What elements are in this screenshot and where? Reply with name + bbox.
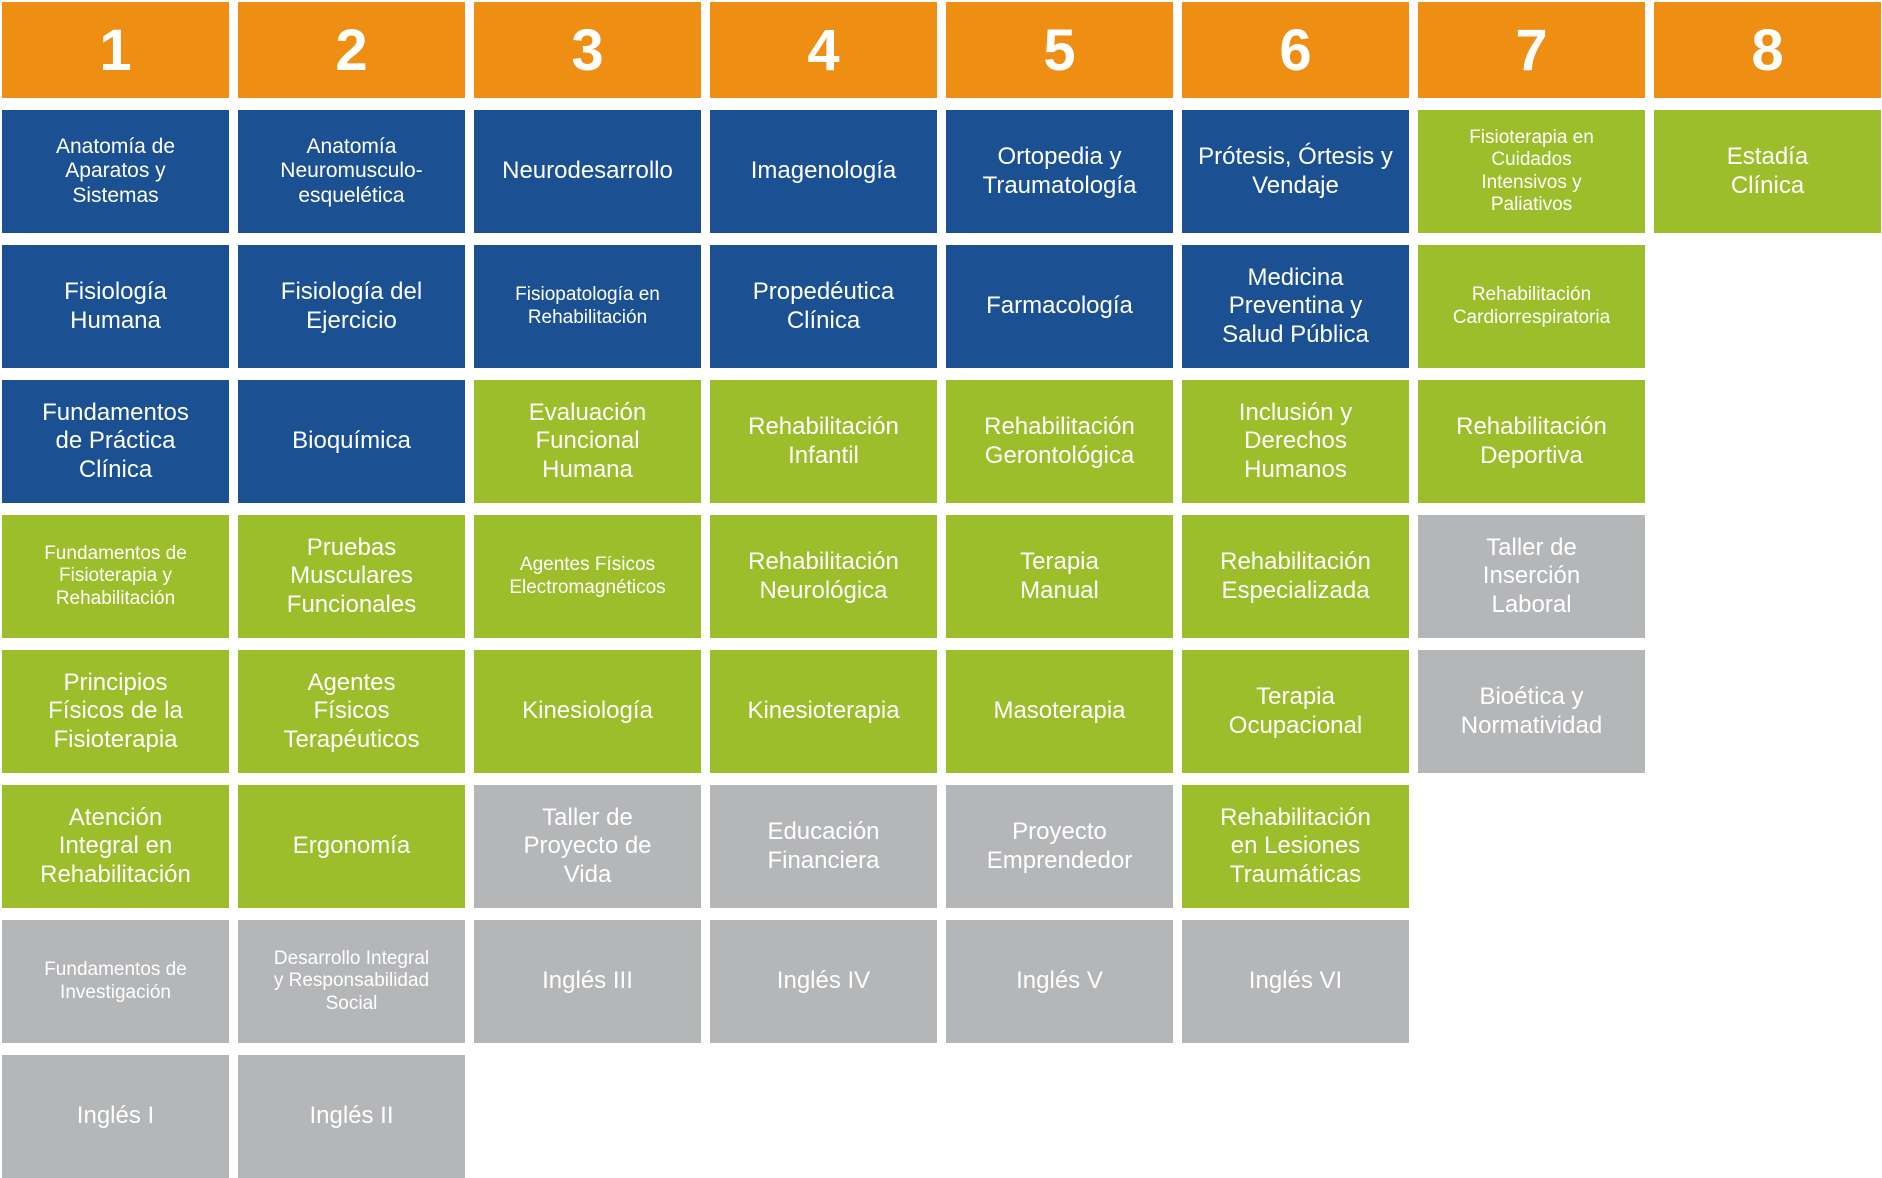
- semester-column-8: 8 Estadía Clínica: [1654, 2, 1881, 1178]
- semester-column-7: 7 Fisioterapia en Cuidados Intensivos y …: [1418, 2, 1645, 1178]
- course-cell: Prótesis, Órtesis y Vendaje: [1182, 110, 1409, 233]
- semester-column-3: 3 Neurodesarrollo Fisiopatología en Reha…: [474, 2, 701, 1178]
- course-cell: Ortopedia y Traumatología: [946, 110, 1173, 233]
- course-cell: Fisiología Humana: [2, 245, 229, 368]
- course-cell: Medicina Preventina y Salud Pública: [1182, 245, 1409, 368]
- semester-header-6: 6: [1182, 2, 1409, 98]
- course-cell: Desarrollo Integral y Responsabilidad So…: [238, 920, 465, 1043]
- course-cell: Terapia Ocupacional: [1182, 650, 1409, 773]
- semester-header-3: 3: [474, 2, 701, 98]
- course-cell: Terapia Manual: [946, 515, 1173, 638]
- course-cell: Inglés V: [946, 920, 1173, 1043]
- course-cell: Fundamentos de Práctica Clínica: [2, 380, 229, 503]
- course-cell: Inglés III: [474, 920, 701, 1043]
- semester-header-8: 8: [1654, 2, 1881, 98]
- semester-header-4: 4: [710, 2, 937, 98]
- course-cell: Rehabilitación Especializada: [1182, 515, 1409, 638]
- course-cell: Taller de Proyecto de Vida: [474, 785, 701, 908]
- course-cell: Imagenología: [710, 110, 937, 233]
- course-cell: Proyecto Emprendedor: [946, 785, 1173, 908]
- course-cell: Fisioterapia en Cuidados Intensivos y Pa…: [1418, 110, 1645, 233]
- semester-header-1: 1: [2, 2, 229, 98]
- semester-header-5: 5: [946, 2, 1173, 98]
- course-cell: Estadía Clínica: [1654, 110, 1881, 233]
- course-cell: Bioética y Normatividad: [1418, 650, 1645, 773]
- course-cell: Principios Físicos de la Fisioterapia: [2, 650, 229, 773]
- course-cell: Masoterapia: [946, 650, 1173, 773]
- course-cell: Rehabilitación Neurológica: [710, 515, 937, 638]
- course-cell: Neurodesarrollo: [474, 110, 701, 233]
- course-cell: Rehabilitación Cardiorrespiratoria: [1418, 245, 1645, 368]
- course-cell: Inglés II: [238, 1055, 465, 1178]
- semester-header-7: 7: [1418, 2, 1645, 98]
- course-cell: Anatomía Neuromusculo-esquelética: [238, 110, 465, 233]
- course-cell: Farmacología: [946, 245, 1173, 368]
- course-cell: Fundamentos de Fisioterapia y Rehabilita…: [2, 515, 229, 638]
- semester-column-1: 1 Anatomía de Aparatos y Sistemas Fisiol…: [2, 2, 229, 1178]
- semester-header-2: 2: [238, 2, 465, 98]
- semester-column-6: 6 Prótesis, Órtesis y Vendaje Medicina P…: [1182, 2, 1409, 1178]
- course-cell: Atención Integral en Rehabilitación: [2, 785, 229, 908]
- course-cell: Propedéutica Clínica: [710, 245, 937, 368]
- course-cell: Agentes Físicos Terapéuticos: [238, 650, 465, 773]
- course-cell: Fisiopatología en Rehabilitación: [474, 245, 701, 368]
- course-cell: Evaluación Funcional Humana: [474, 380, 701, 503]
- course-cell: Rehabilitación Infantil: [710, 380, 937, 503]
- course-cell: Educación Financiera: [710, 785, 937, 908]
- course-cell: Rehabilitación Gerontológica: [946, 380, 1173, 503]
- course-cell: Inclusión y Derechos Humanos: [1182, 380, 1409, 503]
- course-cell: Inglés I: [2, 1055, 229, 1178]
- course-cell: Fundamentos de Investigación: [2, 920, 229, 1043]
- course-cell: Rehabilitación Deportiva: [1418, 380, 1645, 503]
- course-cell: Rehabilitación en Lesiones Traumáticas: [1182, 785, 1409, 908]
- course-cell: Fisiología del Ejercicio: [238, 245, 465, 368]
- semester-column-4: 4 Imagenología Propedéutica Clínica Reha…: [710, 2, 937, 1178]
- semester-column-2: 2 Anatomía Neuromusculo-esquelética Fisi…: [238, 2, 465, 1178]
- course-cell: Anatomía de Aparatos y Sistemas: [2, 110, 229, 233]
- course-cell: Inglés VI: [1182, 920, 1409, 1043]
- course-cell: Inglés IV: [710, 920, 937, 1043]
- semester-column-5: 5 Ortopedia y Traumatología Farmacología…: [946, 2, 1173, 1178]
- course-cell: Ergonomía: [238, 785, 465, 908]
- course-cell: Kinesiología: [474, 650, 701, 773]
- course-cell: Bioquímica: [238, 380, 465, 503]
- course-cell: Taller de Inserción Laboral: [1418, 515, 1645, 638]
- course-cell: Kinesioterapia: [710, 650, 937, 773]
- course-cell: Agentes Físicos Electromagnéticos: [474, 515, 701, 638]
- course-cell: Pruebas Musculares Funcionales: [238, 515, 465, 638]
